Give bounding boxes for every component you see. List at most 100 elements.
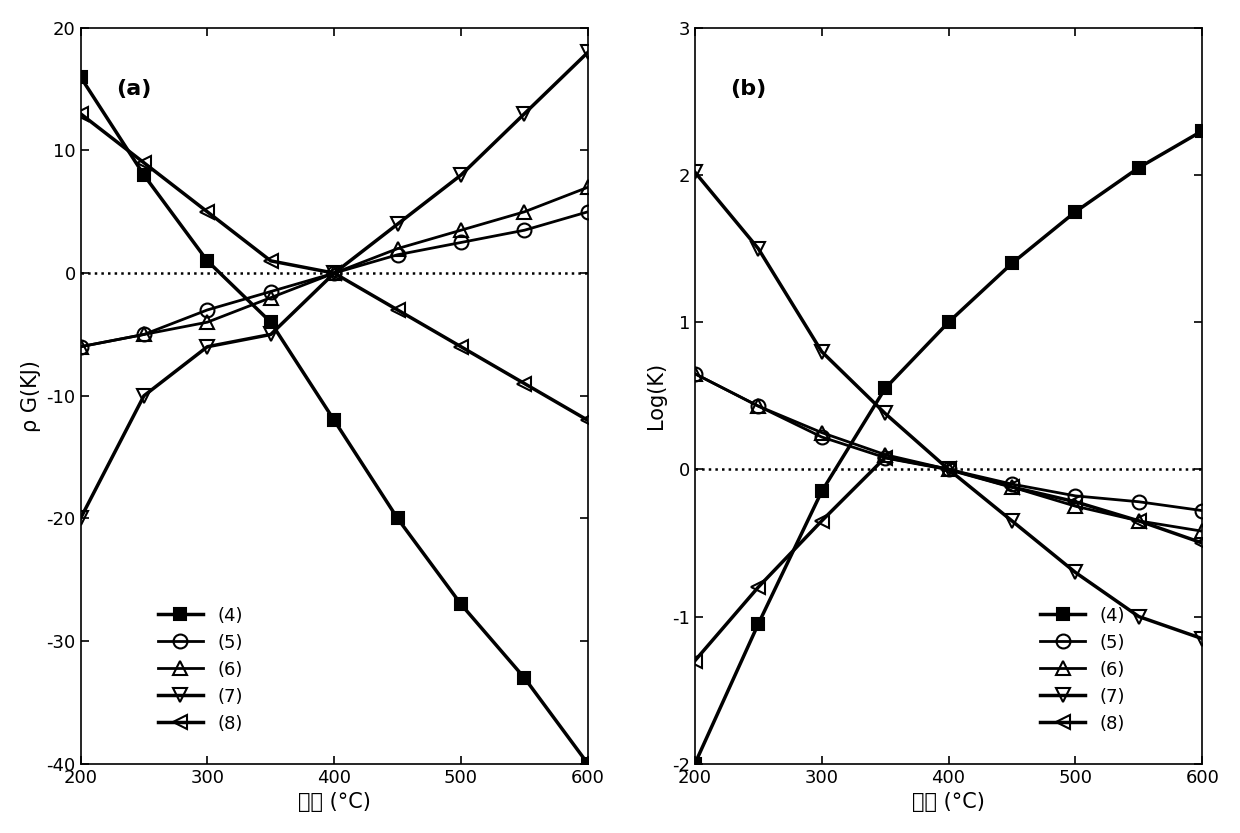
(7) <box>1004 516 1019 526</box>
(6) <box>391 243 405 253</box>
(7) <box>1131 611 1146 621</box>
(8) <box>687 656 702 666</box>
Line: (7): (7) <box>73 46 595 526</box>
(6) <box>878 450 893 460</box>
(4) <box>1004 258 1019 268</box>
(7) <box>580 47 595 57</box>
(6) <box>1068 501 1083 511</box>
(8) <box>517 378 532 388</box>
(4) <box>687 759 702 769</box>
(6) <box>580 182 595 192</box>
(6) <box>1131 516 1146 526</box>
(5) <box>200 305 215 315</box>
Line: (7): (7) <box>688 165 1209 646</box>
(4) <box>263 317 278 327</box>
(7) <box>454 170 469 180</box>
(6) <box>1004 482 1019 492</box>
(5) <box>517 225 532 235</box>
(4) <box>326 416 341 426</box>
(4) <box>580 759 595 769</box>
(5) <box>391 250 405 260</box>
(7) <box>73 513 88 523</box>
Line: (6): (6) <box>688 367 1209 538</box>
(8) <box>1195 538 1210 548</box>
(5) <box>136 330 151 340</box>
(6) <box>751 402 766 412</box>
Line: (6): (6) <box>73 180 595 354</box>
(6) <box>73 342 88 352</box>
(8) <box>580 416 595 426</box>
(8) <box>815 516 830 526</box>
Text: (a): (a) <box>117 79 151 99</box>
(4) <box>1131 162 1146 172</box>
(6) <box>517 207 532 217</box>
(6) <box>326 268 341 278</box>
(4) <box>517 673 532 683</box>
(6) <box>941 464 956 474</box>
(4) <box>136 170 151 180</box>
(4) <box>751 619 766 629</box>
(7) <box>878 408 893 418</box>
Legend: (4), (5), (6), (7), (8): (4), (5), (6), (7), (8) <box>1033 600 1132 740</box>
(6) <box>454 225 469 235</box>
(6) <box>200 317 215 327</box>
(7) <box>687 167 702 177</box>
(4) <box>200 256 215 266</box>
(5) <box>263 287 278 297</box>
(7) <box>200 342 215 352</box>
(8) <box>751 582 766 592</box>
(5) <box>751 402 766 412</box>
(5) <box>580 207 595 217</box>
(5) <box>1004 479 1019 489</box>
(8) <box>263 256 278 266</box>
(8) <box>454 342 469 352</box>
(5) <box>1131 496 1146 506</box>
Text: (b): (b) <box>730 79 766 99</box>
(7) <box>517 108 532 118</box>
(4) <box>941 317 956 327</box>
(4) <box>454 599 469 609</box>
(4) <box>73 72 88 82</box>
(6) <box>1195 526 1210 536</box>
(7) <box>1068 567 1083 577</box>
(7) <box>391 219 405 229</box>
Y-axis label: Log(K): Log(K) <box>646 362 666 429</box>
(7) <box>263 330 278 340</box>
(5) <box>941 464 956 474</box>
Y-axis label: ρ G(KJ): ρ G(KJ) <box>21 360 41 431</box>
(8) <box>1068 496 1083 506</box>
(6) <box>136 330 151 340</box>
(5) <box>878 452 893 462</box>
Line: (5): (5) <box>73 205 595 354</box>
(5) <box>687 369 702 379</box>
(7) <box>941 464 956 474</box>
(8) <box>1004 482 1019 492</box>
(7) <box>136 391 151 401</box>
Line: (5): (5) <box>688 367 1209 517</box>
(8) <box>878 452 893 462</box>
Legend: (4), (5), (6), (7), (8): (4), (5), (6), (7), (8) <box>150 600 250 740</box>
(7) <box>815 347 830 357</box>
(8) <box>136 157 151 167</box>
Line: (4): (4) <box>74 71 594 770</box>
(6) <box>263 292 278 302</box>
(5) <box>1195 506 1210 516</box>
Line: (4): (4) <box>688 125 1209 770</box>
(5) <box>1068 491 1083 501</box>
(8) <box>326 268 341 278</box>
(7) <box>751 243 766 253</box>
(7) <box>326 268 341 278</box>
(4) <box>878 383 893 393</box>
(5) <box>815 432 830 442</box>
(8) <box>941 464 956 474</box>
Line: (8): (8) <box>73 107 595 427</box>
(7) <box>1195 634 1210 644</box>
Line: (8): (8) <box>688 451 1209 668</box>
(8) <box>391 305 405 315</box>
(4) <box>1068 207 1083 217</box>
(4) <box>815 486 830 496</box>
(8) <box>1131 516 1146 526</box>
X-axis label: 温度 (°C): 温度 (°C) <box>298 792 371 812</box>
(8) <box>200 207 215 217</box>
(5) <box>326 268 341 278</box>
